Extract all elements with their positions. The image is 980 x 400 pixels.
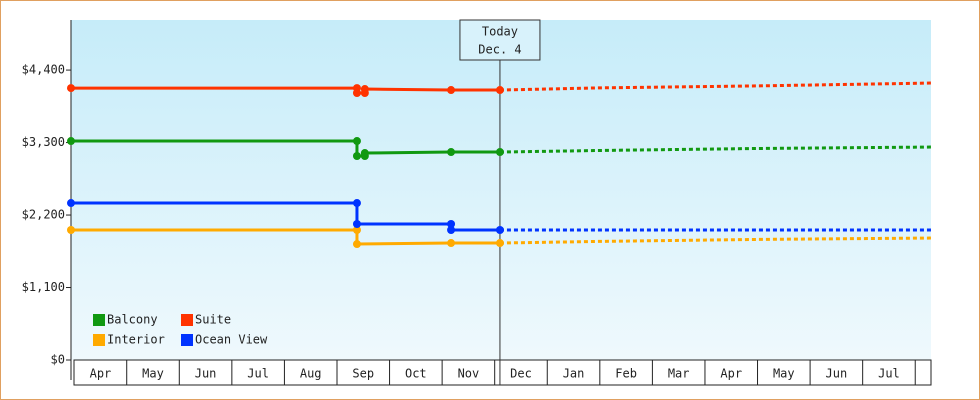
x-tick-label: Jul	[878, 367, 900, 381]
x-tick-label: Jun	[195, 367, 217, 381]
price-point	[352, 220, 361, 228]
today-box	[459, 19, 541, 61]
legend-swatch	[181, 334, 193, 346]
x-axis-band	[73, 359, 932, 386]
legend-label: Ocean View	[195, 333, 268, 347]
price-point	[495, 86, 504, 95]
x-tick-label: Nov	[458, 367, 480, 381]
legend-label: Interior	[107, 333, 165, 347]
x-tick-label: Jan	[563, 367, 585, 381]
x-tick-label: Apr	[720, 367, 742, 381]
forecast-line	[499, 145, 932, 154]
x-tick-label: Dec	[510, 367, 532, 381]
x-tick-label: Jun	[826, 367, 848, 381]
y-tick-label: $2,200	[22, 208, 65, 222]
x-tick-label: Apr	[90, 367, 112, 381]
price-point	[360, 149, 369, 158]
price-point	[67, 225, 75, 234]
price-point	[447, 225, 456, 234]
x-tick-label: May	[142, 367, 164, 381]
price-point	[447, 148, 456, 157]
price-point	[447, 239, 456, 248]
x-tick-label: Oct	[405, 367, 427, 381]
price-point	[352, 137, 361, 146]
x-tick-label: Mar	[668, 367, 690, 381]
x-tick-label: Sep	[352, 367, 374, 381]
legend-swatch	[93, 334, 105, 346]
plot-area	[71, 20, 931, 360]
price-point	[67, 137, 75, 146]
y-tick-label: $1,100	[22, 280, 65, 294]
y-tick-label: $4,400	[22, 63, 65, 77]
price-point	[67, 84, 75, 93]
price-point	[352, 152, 361, 160]
price-point	[495, 225, 504, 234]
forecast-line	[499, 81, 932, 92]
price-point	[447, 220, 456, 228]
x-tick-label: Aug	[300, 367, 322, 381]
today-date: Dec. 4	[478, 43, 521, 57]
forecast-line	[499, 236, 932, 245]
price-point	[447, 86, 456, 95]
legend-label: Balcony	[107, 313, 158, 327]
legend-swatch	[93, 314, 105, 326]
price-point	[495, 239, 504, 248]
price-point	[352, 199, 361, 208]
x-tick-label: Jul	[247, 367, 269, 381]
x-tick-label: Feb	[615, 367, 637, 381]
price-line	[71, 201, 500, 232]
today-label: Today	[482, 25, 518, 39]
legend-label: Suite	[195, 313, 231, 327]
x-tick-label: May	[773, 367, 795, 381]
price-point	[360, 85, 369, 94]
price-point	[352, 89, 361, 98]
price-point	[67, 199, 75, 208]
price-point	[495, 148, 504, 157]
price-point	[352, 240, 361, 249]
y-tick-label: $3,300	[22, 135, 65, 149]
price-point	[352, 225, 361, 234]
legend-swatch	[181, 314, 193, 326]
y-tick-label: $0	[51, 353, 65, 367]
